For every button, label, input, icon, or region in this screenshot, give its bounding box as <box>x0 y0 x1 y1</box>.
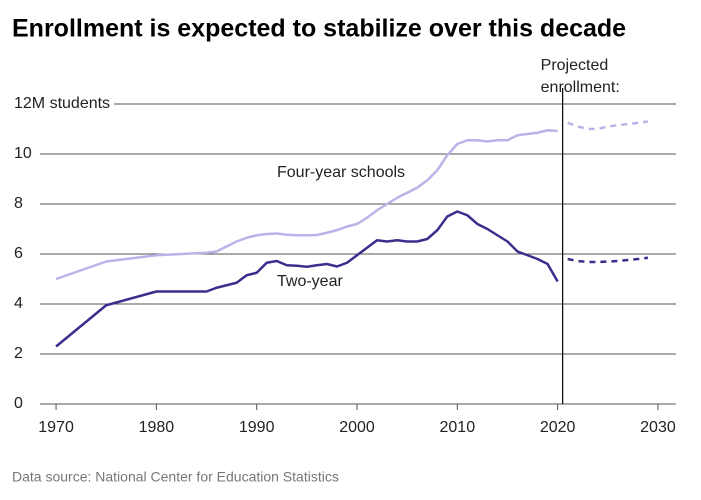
x-tick-label: 1980 <box>139 419 175 436</box>
chart-title: Enrollment is expected to stabilize over… <box>12 15 626 43</box>
y-tick-label: 6 <box>14 245 23 262</box>
series-line <box>55 129 558 281</box>
series-label: Four-year schools <box>277 164 405 181</box>
series-label: Two-year <box>277 273 343 290</box>
y-tick-label: 0 <box>14 395 23 412</box>
y-tick-label: 4 <box>14 295 23 312</box>
x-tick-label: 2030 <box>640 419 676 436</box>
source: Data source: National Center for Educati… <box>12 469 339 485</box>
annotation: enrollment: <box>541 79 620 96</box>
x-tick-label: 1990 <box>239 419 275 436</box>
y-tick-label: 8 <box>14 195 23 212</box>
x-tick-label: 2010 <box>440 419 476 436</box>
y-tick-label: 10 <box>14 145 32 162</box>
y-tick-label: 12M students <box>14 95 110 112</box>
x-tick-label: 2000 <box>339 419 375 436</box>
series-line <box>567 120 649 131</box>
series-line <box>567 256 649 264</box>
x-tick-label: 2020 <box>540 419 576 436</box>
x-tick-label: 1970 <box>38 419 74 436</box>
annotation: Projected <box>541 57 609 74</box>
series-line <box>55 210 559 348</box>
y-tick-label: 2 <box>14 345 23 362</box>
